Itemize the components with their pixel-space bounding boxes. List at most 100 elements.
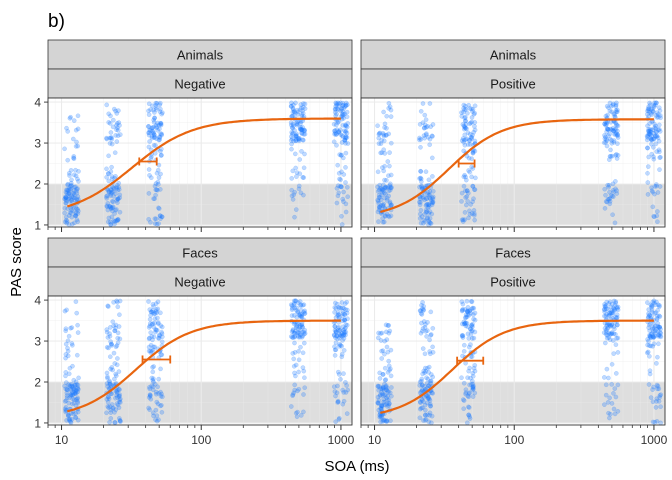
y-tick-label: 1 [34, 416, 41, 430]
data-point [107, 331, 112, 337]
data-point [462, 107, 468, 113]
data-point [156, 417, 161, 423]
data-point [155, 167, 161, 173]
data-point [463, 115, 468, 120]
data-point [381, 109, 386, 115]
data-point [382, 177, 387, 183]
data-point [647, 131, 653, 137]
data-point [334, 127, 340, 132]
data-point [611, 391, 616, 396]
data-point [73, 212, 78, 218]
data-point [298, 314, 304, 320]
data-point [154, 310, 160, 316]
data-point [613, 394, 619, 400]
data-point [465, 198, 471, 204]
data-point [611, 189, 616, 195]
data-point [419, 214, 425, 219]
data-point [150, 387, 156, 393]
data-point [465, 190, 471, 196]
data-point [294, 174, 299, 179]
data-point [472, 217, 477, 223]
data-point [333, 347, 339, 353]
data-point [112, 328, 118, 334]
data-point [615, 109, 620, 115]
data-point [155, 120, 160, 126]
data-point [461, 183, 467, 189]
data-point [108, 366, 113, 372]
data-point [68, 325, 73, 331]
data-point [333, 113, 338, 118]
data-point [345, 194, 351, 199]
data-point [158, 310, 163, 316]
data-point [654, 134, 660, 139]
data-point [115, 133, 121, 138]
data-point [106, 204, 112, 209]
data-point [106, 120, 111, 125]
data-point [658, 154, 663, 160]
data-point [463, 360, 468, 366]
data-point [117, 298, 123, 304]
data-point [334, 111, 339, 117]
data-point [653, 102, 658, 108]
data-point [147, 139, 152, 144]
data-point [467, 390, 472, 396]
data-point [108, 135, 114, 141]
data-point [293, 298, 299, 304]
data-point [302, 375, 307, 381]
data-point [107, 141, 113, 146]
data-point [146, 112, 152, 117]
data-point [608, 126, 613, 132]
data-point [470, 184, 476, 189]
data-point [464, 194, 470, 199]
data-point [68, 419, 73, 424]
data-point [153, 309, 159, 314]
data-point [62, 308, 68, 314]
data-point [651, 109, 656, 114]
data-point [153, 327, 158, 332]
data-point [68, 392, 74, 398]
data-point [658, 115, 663, 121]
data-point [471, 129, 477, 135]
data-point [116, 393, 122, 399]
data-point [335, 369, 341, 375]
data-point [66, 416, 72, 422]
data-point [159, 329, 164, 335]
data-point [301, 392, 306, 397]
data-point [333, 335, 338, 340]
data-point [378, 414, 383, 419]
data-point [153, 389, 159, 395]
data-point [302, 311, 307, 317]
data-point [110, 199, 116, 205]
data-point [114, 362, 120, 368]
data-point [288, 138, 294, 143]
data-point [611, 128, 616, 134]
data-point [612, 131, 617, 137]
data-point [63, 200, 69, 206]
data-point [605, 196, 611, 202]
data-point [62, 399, 68, 404]
data-point [301, 329, 307, 335]
data-point [468, 135, 474, 140]
data-point [152, 329, 158, 335]
data-point [428, 403, 433, 409]
data-point [613, 186, 618, 192]
data-point [610, 128, 615, 133]
data-point [73, 127, 79, 133]
data-point [383, 377, 389, 382]
data-point [472, 120, 478, 125]
data-point [75, 409, 81, 415]
data-point [66, 190, 72, 196]
data-point [420, 195, 426, 201]
data-point [469, 299, 475, 305]
data-point [294, 325, 299, 331]
data-point [290, 121, 296, 127]
data-point [62, 196, 67, 202]
data-point [106, 178, 112, 184]
data-point [429, 195, 435, 201]
data-point [118, 132, 123, 137]
data-point [108, 204, 113, 210]
data-point [343, 134, 349, 139]
data-point [149, 383, 154, 389]
data-point [340, 196, 346, 202]
data-point [66, 186, 72, 192]
